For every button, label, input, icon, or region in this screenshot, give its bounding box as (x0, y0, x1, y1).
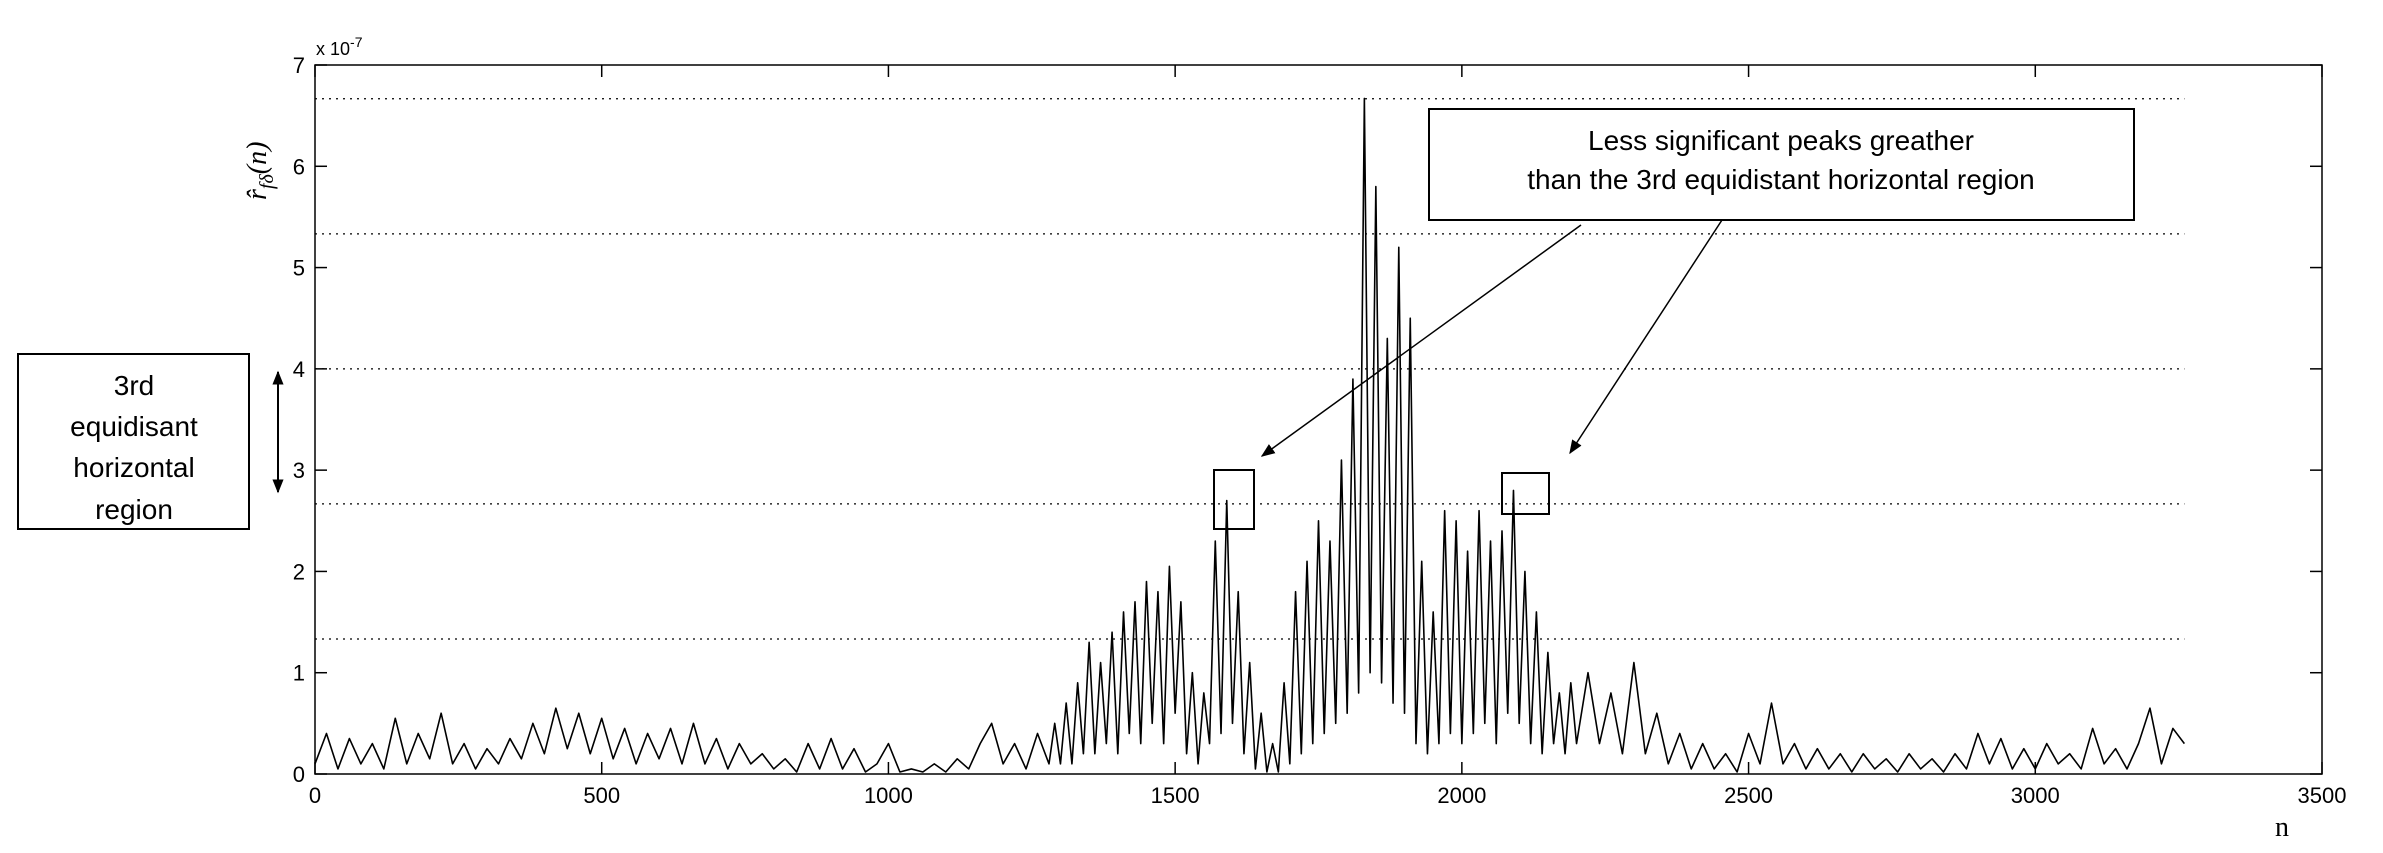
y-tick-label: 1 (293, 661, 305, 686)
annotation-text: horizontal (73, 452, 194, 483)
x-tick-label: 2500 (1724, 783, 1773, 808)
y-tick-label: 3 (293, 458, 305, 483)
y-tick-label: 5 (293, 256, 305, 281)
x-tick-label: 3000 (2011, 783, 2060, 808)
peak-box (1501, 472, 1550, 515)
arrow (1569, 219, 1723, 455)
annotation-text: 3rd (114, 370, 154, 401)
x-tick-label: 1000 (864, 783, 913, 808)
annotation-box (17, 353, 250, 530)
peak-box (1213, 469, 1255, 530)
y-axis-label: r̂fδ(n) (242, 142, 278, 200)
axes-box (314, 64, 2323, 775)
y-tick-label: 4 (293, 357, 305, 382)
x-axis-label: n (2275, 812, 2289, 843)
arrow (1260, 224, 1582, 457)
exponent-power: -7 (350, 34, 363, 50)
y-label-sub: fδ (256, 174, 278, 190)
y-exponent: x 10-7 (316, 34, 363, 59)
x-tick-label: 500 (583, 783, 620, 808)
annotation-box (1428, 108, 2135, 221)
y-label-main: r̂ (242, 189, 273, 200)
x-tick-label: 0 (309, 783, 321, 808)
y-tick-label: 6 (293, 154, 305, 179)
exponent-base: x 10 (316, 39, 350, 59)
annotation-text: than the 3rd equidistant horizontal regi… (1527, 164, 2034, 195)
annotations: Less significant peaks greather than the… (17, 108, 2135, 530)
x-tick-label: 2000 (1437, 783, 1486, 808)
annotation-text: equidisant (70, 411, 198, 442)
y-tick-label: 7 (293, 53, 305, 78)
annotation-text: region (95, 494, 173, 525)
y-label-tail: (n) (242, 142, 273, 175)
x-tick-label: 1500 (1151, 783, 1200, 808)
x-tick-label: 3500 (2298, 783, 2347, 808)
y-tick-label: 2 (293, 559, 305, 584)
annotation-text: Less significant peaks greather (1588, 125, 1974, 156)
y-tick-label: 0 (293, 762, 305, 787)
data-line (314, 97, 2186, 773)
